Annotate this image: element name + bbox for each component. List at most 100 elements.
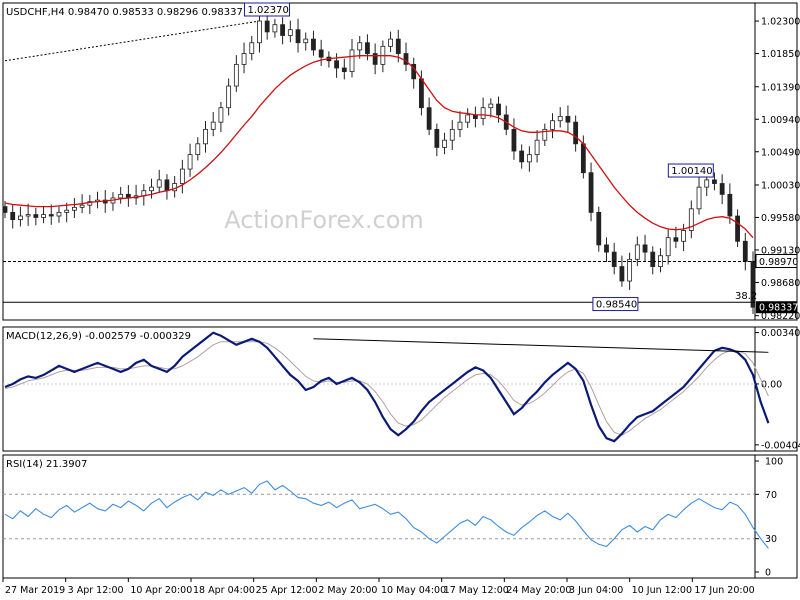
macd-tick-label: 0.003409 bbox=[761, 328, 800, 339]
candle-body bbox=[550, 120, 555, 130]
candle-body bbox=[249, 42, 255, 54]
candle-body bbox=[264, 20, 270, 33]
x-tick-label: 10 Jun 12:00 bbox=[632, 585, 692, 596]
y-tick-label: 0.98220 bbox=[761, 311, 800, 322]
candle-body bbox=[149, 186, 154, 192]
candle-body bbox=[172, 183, 178, 192]
y-tick-label: 0.98680 bbox=[761, 278, 800, 289]
rsi-tick-label: 70 bbox=[765, 490, 777, 501]
candle-body bbox=[25, 214, 31, 217]
callout-label: 1.02370 bbox=[247, 5, 288, 16]
candle-body bbox=[388, 38, 393, 47]
candle-body bbox=[719, 183, 725, 195]
candle-body bbox=[349, 49, 355, 72]
candle-body bbox=[79, 204, 85, 208]
moving-average-line bbox=[4, 55, 754, 239]
candle-body bbox=[357, 42, 363, 51]
x-tick-label: 24 May 20:00 bbox=[506, 585, 571, 596]
watermark: ActionForex.com bbox=[224, 206, 424, 234]
y-tick-label: 1.01850 bbox=[761, 49, 800, 60]
candle-body bbox=[56, 212, 62, 217]
time-axis: 27 Mar 2019 3 Apr 12:00 10 Apr 20:00 18 Apr… bbox=[2, 578, 755, 596]
macd-tick-label: -0.004043 bbox=[761, 440, 800, 451]
candle-body bbox=[519, 150, 525, 163]
candle-body bbox=[41, 214, 46, 218]
candle-body bbox=[434, 128, 440, 148]
macd-signal-line bbox=[4, 341, 769, 436]
candle-body bbox=[488, 103, 494, 109]
candle-body bbox=[627, 258, 633, 282]
candle-body bbox=[480, 107, 486, 119]
x-tick-label: 27 Mar 2019 bbox=[5, 585, 65, 596]
candle-body bbox=[87, 201, 93, 206]
panel-frame bbox=[2, 454, 798, 579]
y-tick-label: 1.01390 bbox=[761, 82, 800, 93]
candle-body bbox=[580, 143, 586, 174]
candle-body bbox=[210, 121, 216, 130]
trendline-resistance bbox=[4, 20, 260, 62]
macd-tick-label: 0.00 bbox=[761, 379, 782, 390]
price-header: USDCHF,H4 0.98470 0.98533 0.98296 0.9833… bbox=[6, 7, 243, 18]
macd-panel: 0.003409 0.00 -0.004043 MACD(12,26,9) -0.00… bbox=[2, 326, 800, 452]
rsi-header: RSI(14) 21.3907 bbox=[6, 459, 87, 470]
y-tick-label: 1.00490 bbox=[761, 147, 800, 158]
candle-body bbox=[735, 215, 740, 242]
candle-body bbox=[511, 128, 517, 152]
candle-body bbox=[712, 179, 717, 184]
candle-body bbox=[295, 29, 301, 44]
candle-body bbox=[634, 244, 640, 260]
macd-line bbox=[4, 331, 770, 443]
candle-body bbox=[156, 179, 162, 188]
candle-body bbox=[665, 237, 671, 257]
callout-box bbox=[592, 297, 639, 312]
candle-body bbox=[619, 266, 625, 282]
candle-body bbox=[218, 107, 224, 123]
x-tick-label: 17 May 12:00 bbox=[444, 585, 509, 596]
candle-body bbox=[280, 24, 286, 36]
candle-body bbox=[118, 193, 124, 199]
candle-body bbox=[526, 154, 532, 163]
candle-body bbox=[704, 179, 710, 188]
candle-body bbox=[681, 230, 686, 242]
candle-body bbox=[272, 24, 278, 33]
candle-body bbox=[465, 114, 471, 123]
last-price-box bbox=[756, 301, 797, 314]
callout-box bbox=[667, 163, 714, 178]
candle-body bbox=[542, 128, 548, 141]
candle-body bbox=[233, 63, 239, 87]
panel-frame bbox=[2, 2, 798, 321]
last-price-label: 0.98337 bbox=[759, 303, 798, 314]
candle-body bbox=[2, 206, 8, 213]
candle-body bbox=[696, 186, 702, 210]
candle-body bbox=[395, 38, 401, 54]
callout-box bbox=[243, 2, 290, 17]
candle-body bbox=[372, 53, 378, 65]
candle-body bbox=[365, 42, 370, 54]
dashed-level-box bbox=[755, 254, 798, 269]
candle-body bbox=[33, 214, 39, 218]
x-tick-label: 3 Jun 04:00 bbox=[569, 585, 623, 596]
x-tick-label: 2 May 20:00 bbox=[318, 585, 377, 596]
candle-body bbox=[187, 154, 193, 170]
x-tick-label: 18 Apr 04:00 bbox=[193, 585, 255, 596]
candle-body bbox=[688, 208, 694, 231]
candle-body bbox=[179, 168, 185, 184]
candle-body bbox=[650, 251, 656, 267]
rsi-tick-label: 30 bbox=[765, 534, 777, 545]
rsi-tick-label: 100 bbox=[765, 457, 783, 468]
candle-body bbox=[596, 212, 602, 246]
candle-body bbox=[18, 215, 23, 221]
candle-body bbox=[334, 60, 339, 69]
candle-body bbox=[311, 38, 316, 51]
candle-body bbox=[565, 115, 571, 123]
macd-trendline bbox=[313, 338, 769, 353]
y-tick-label: 1.00940 bbox=[761, 115, 800, 126]
x-tick-label: 3 Apr 12:00 bbox=[68, 585, 124, 596]
y-tick-label: 0.99580 bbox=[761, 213, 800, 224]
panel-frame bbox=[2, 326, 798, 452]
candle-body bbox=[195, 143, 201, 156]
candle-body bbox=[419, 78, 424, 109]
candle-body bbox=[203, 128, 208, 145]
candle-body bbox=[673, 237, 679, 242]
